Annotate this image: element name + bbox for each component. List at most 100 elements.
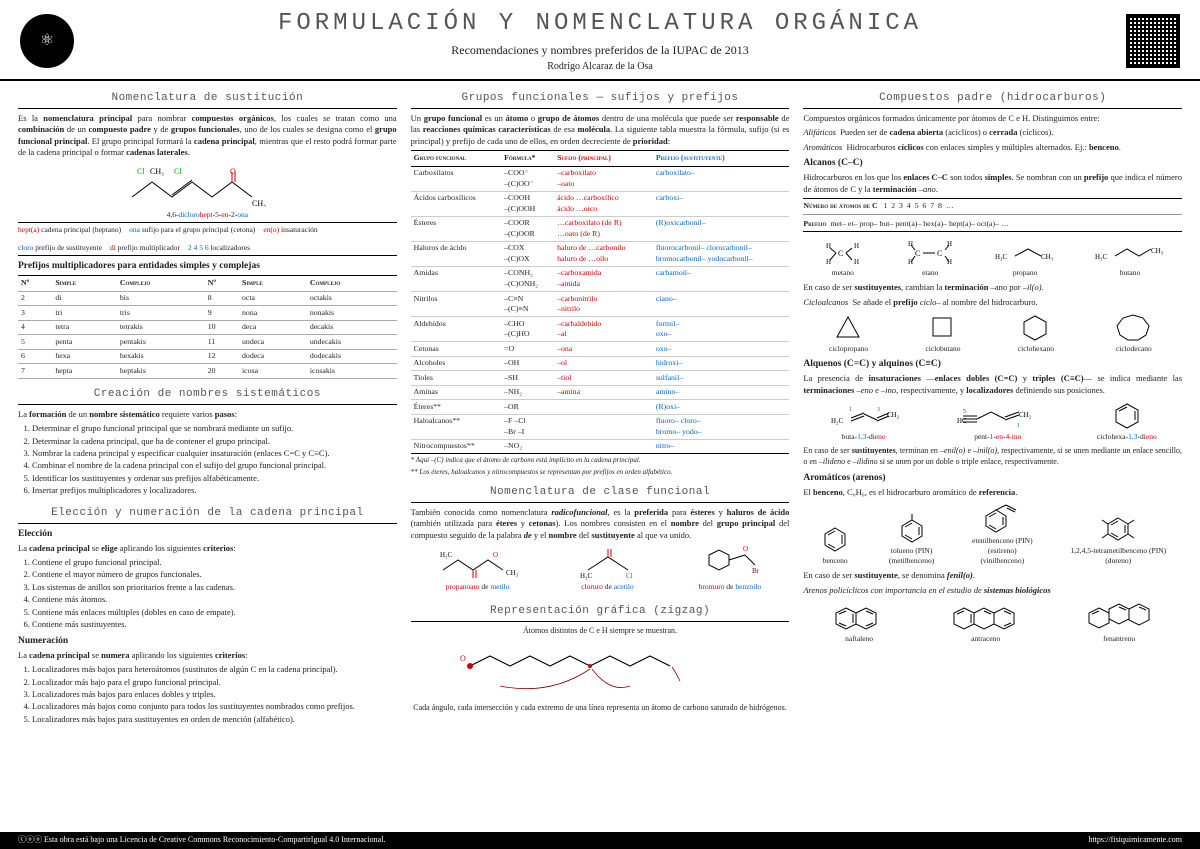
prefs-row: Prefijo met– et– prop– but– pent(a)– hex…: [803, 217, 1182, 233]
zigzag-diagram: O: [450, 641, 750, 696]
h2-sust: Nomenclatura de sustitución: [18, 91, 397, 109]
svg-text:Cl: Cl: [626, 572, 633, 580]
zigzag-l2: Cada ángulo, cada intersección y cada ex…: [411, 703, 790, 714]
license-text: ⓒⓞⓞ Esta obra está bajo una Licencia de …: [18, 835, 385, 846]
arom-diagrams: benceno tolueno (PIN)(metilbenceno) eten…: [803, 502, 1182, 566]
svg-text:Cl: Cl: [174, 167, 182, 176]
fg-th-2: Sufijo (principal): [554, 151, 653, 167]
svg-text:1: 1: [849, 407, 852, 413]
fg-table: Grupo funcional Fórmula* Sufijo (princip…: [411, 150, 790, 454]
h2-padre: Compuestos padre (hidrocarburos): [803, 91, 1182, 109]
h2-clase: Nomenclatura de clase funcional: [411, 485, 790, 503]
sec-clase: Nomenclatura de clase funcional También …: [411, 485, 790, 596]
sec-grupos: Grupos funcionales — sufijos y prefijos …: [411, 91, 790, 477]
logo: ⚛: [20, 14, 74, 68]
col-2: Grupos funcionales — sufijos y prefijos …: [411, 91, 790, 828]
svg-text:H₃C: H₃C: [995, 253, 1007, 261]
p-clase: También conocida como nomenclatura radic…: [411, 507, 790, 541]
alkane-diagrams: HCHHHmetano CCHHHHetano H₃CCH₃propano H₃…: [803, 236, 1182, 278]
alq-p: La presencia de insaturaciones —enlaces …: [803, 373, 1182, 396]
p-arom: Aromáticos Hidrocarburos cíclicos con en…: [803, 142, 1182, 153]
fg-th-1: Fórmula*: [501, 151, 554, 167]
sec-creacion: Creación de nombres sistemáticos La form…: [18, 387, 397, 498]
svg-text:H: H: [947, 258, 952, 266]
sec-sustitucion: Nomenclatura de sustitución Es la nomenc…: [18, 91, 397, 379]
svg-text:H₂C: H₂C: [831, 417, 843, 425]
sec-padre: Compuestos padre (hidrocarburos) Compues…: [803, 91, 1182, 648]
h2-creacion: Creación de nombres sistemáticos: [18, 387, 397, 405]
subtitle: Recomendaciones y nombres preferidos de …: [74, 42, 1126, 58]
svg-text:CH₃: CH₃: [150, 167, 164, 176]
arom-p: El benceno, C₆H₆, es el hidrocarburo aro…: [803, 487, 1182, 498]
p-sust-alk: En caso de ser sustituyentes, cambian la…: [803, 282, 1182, 293]
page-header: ⚛ Formulación y Nomenclatura Orgánica Re…: [0, 0, 1200, 81]
atoms-row: Número de átomos de C 1 2 3 4 5 6 7 8 …: [803, 198, 1182, 215]
h2-elec: Elección y numeración de la cadena princ…: [18, 506, 397, 524]
skeleton-diagram: Cl Cl CH₃ O CH₃: [122, 162, 292, 207]
p-grupos: Un grupo funcional es un átomo o grupo d…: [411, 113, 790, 147]
footer-url[interactable]: https://fisiquimicamente.com: [1088, 835, 1182, 846]
alc-h: Alcanos (C–C): [803, 157, 1182, 170]
alq-diagrams: H₂CCH₂13buta-1,3-dieno HCCH₂15pent-1-en-…: [803, 400, 1182, 442]
page-footer: ⓒⓞⓞ Esta obra está bajo una Licencia de …: [0, 832, 1200, 849]
h3-num: Numeración: [18, 635, 397, 648]
svg-text:CH₂: CH₂: [1019, 411, 1032, 419]
h3-elec: Elección: [18, 528, 397, 541]
arom-h: Aromáticos (arenos): [803, 472, 1182, 485]
svg-text:O: O: [460, 654, 466, 663]
svg-text:C: C: [915, 249, 920, 258]
arom-sust: En caso de ser sustituyente, se denomina…: [803, 570, 1182, 581]
svg-text:H: H: [854, 258, 859, 266]
author: Rodrigo Alcaraz de la Osa: [74, 60, 1126, 74]
legend: hept(a) cadena principal (heptano) ona s…: [18, 222, 397, 256]
fg-note2: ** Los éteres, haloalcanos y nitrocompue…: [411, 468, 790, 477]
p-elec: La cadena principal se elige aplicando l…: [18, 543, 397, 554]
skeleton-caption: 4,6-diclorohept-5-en-2-ona: [18, 210, 397, 220]
svg-text:Cl: Cl: [137, 167, 145, 176]
poly-diagrams: naftaleno antraceno fenantreno: [803, 600, 1182, 644]
mult-table: NºSimpleComplejoNºSimpleComplejo 2dibis8…: [18, 275, 397, 379]
alc-p: Hidrocarburos en los que los enlaces C–C…: [803, 172, 1182, 195]
zigzag-l1: Átomos distintos de C e H siempre se mue…: [411, 626, 790, 637]
p-sust: Es la nomenclatura principal para nombra…: [18, 113, 397, 159]
sec-zigzag: Representación gráfica (zigzag) Átomos d…: [411, 604, 790, 714]
svg-text:H₃C: H₃C: [440, 551, 452, 559]
svg-text:5: 5: [963, 409, 966, 415]
steps-list: Determinar el grupo funcional principal …: [32, 423, 397, 497]
svg-text:1: 1: [1017, 423, 1020, 429]
mult-h: Prefijos multiplicadores para entidades …: [18, 260, 397, 273]
svg-text:Br: Br: [752, 567, 760, 575]
svg-text:O: O: [743, 545, 748, 553]
svg-text:O: O: [493, 551, 498, 559]
col-3: Compuestos padre (hidrocarburos) Compues…: [803, 91, 1182, 828]
svg-text:CH₃: CH₃: [506, 569, 518, 577]
svg-text:H: H: [826, 258, 831, 266]
p-alif: Alifáticos Pueden ser de cadena abierta …: [803, 127, 1182, 138]
svg-text:H₃C: H₃C: [580, 572, 592, 580]
svg-text:H₃C: H₃C: [1095, 253, 1107, 261]
content: Nomenclatura de sustitución Es la nomenc…: [0, 81, 1200, 832]
svg-text:CH₃: CH₃: [1151, 247, 1164, 255]
fg-th-0: Grupo funcional: [411, 151, 501, 167]
svg-text:3: 3: [877, 407, 880, 413]
svg-text:HC: HC: [957, 417, 967, 425]
fg-note1: * Aquí –(C) indica que el átomo de carbo…: [411, 456, 790, 465]
ciclo-diagrams: ciclopropano ciclobutano ciclohexano cic…: [803, 312, 1182, 354]
elec-list: Contiene el grupo funcional principal.Co…: [32, 557, 397, 631]
main-title: Formulación y Nomenclatura Orgánica: [74, 8, 1126, 40]
alq-h: Alquenos (C=C) y alquinos (C≡C): [803, 358, 1182, 371]
svg-text:CH₃: CH₃: [252, 199, 266, 207]
h2-zigzag: Representación gráfica (zigzag): [411, 604, 790, 622]
svg-text:C: C: [937, 249, 942, 258]
svg-text:CH₂: CH₂: [887, 411, 899, 419]
h2-grupos: Grupos funcionales — sufijos y prefijos: [411, 91, 790, 109]
alq-sust: En caso de ser sustituyentes, terminan e…: [803, 446, 1182, 468]
p-intro: Compuestos orgánicos formados únicamente…: [803, 113, 1182, 124]
qr-code: [1126, 14, 1180, 68]
svg-text:C: C: [838, 249, 843, 258]
fg-th-3: Prefijo (sustituyente): [653, 151, 789, 167]
clase-diagrams: H₃COCH₃propanoato de metilo H₃CClcloruro…: [411, 545, 790, 592]
p-ciclo: Cicloalcanos Se añade el prefijo ciclo– …: [803, 297, 1182, 308]
p-creacion: La formación de un nombre sistemático re…: [18, 409, 397, 420]
p-num: La cadena principal se numera aplicando …: [18, 650, 397, 661]
